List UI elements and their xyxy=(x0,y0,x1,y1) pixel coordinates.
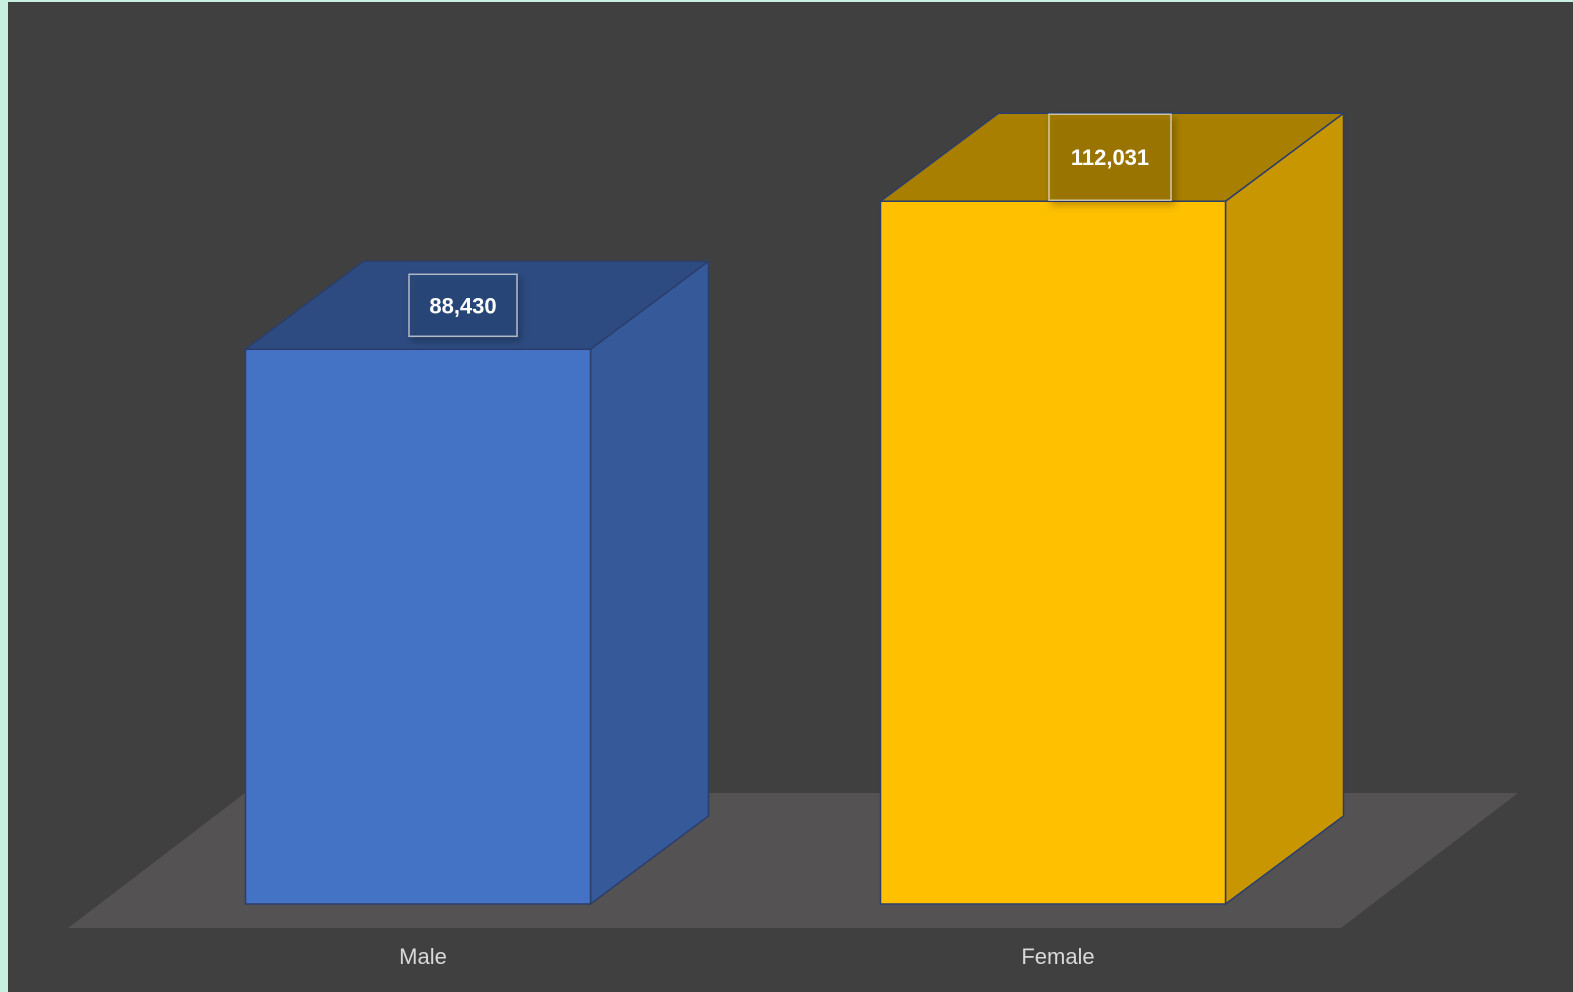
bars-group xyxy=(243,111,1346,906)
labels-group: 88,430 Male 112,031 Female xyxy=(399,113,1172,969)
chart-area: 88,430 Male 112,031 Female xyxy=(8,2,1573,992)
category-label-male: Male xyxy=(399,944,447,969)
bar-side-face xyxy=(1224,111,1345,906)
data-label-male: 88,430 xyxy=(408,273,518,338)
category-label-female: Female xyxy=(1021,944,1094,969)
bar-side-face xyxy=(589,259,710,906)
bar-male xyxy=(243,259,711,906)
data-label-value: 112,031 xyxy=(1071,145,1149,170)
data-label-box xyxy=(408,273,518,338)
data-label-female: 112,031 xyxy=(1048,113,1172,201)
bar-front-face xyxy=(244,348,592,905)
bar-chart: 88,430 Male 112,031 Female xyxy=(68,111,1518,969)
data-label-box xyxy=(1048,113,1172,201)
bar-front-face xyxy=(879,200,1227,905)
bar-female xyxy=(878,111,1346,906)
data-label-value: 88,430 xyxy=(429,293,496,318)
